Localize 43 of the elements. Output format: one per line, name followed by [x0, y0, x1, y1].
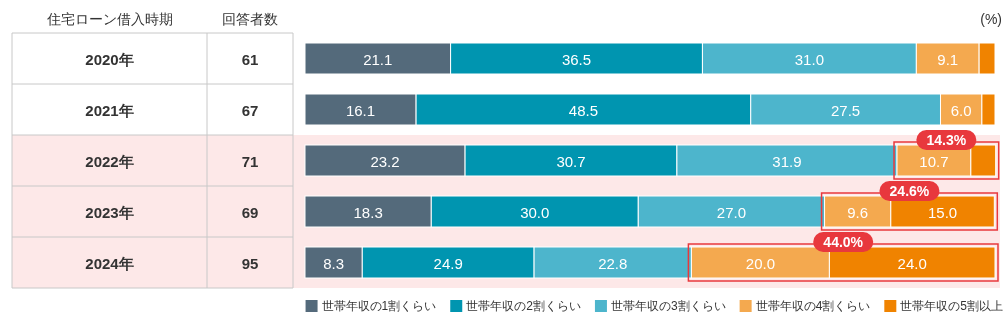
legend-label: 世帯年収の4割くらい [755, 299, 871, 313]
data-label: 9.6 [847, 203, 869, 221]
data-label: 23.2 [370, 152, 400, 170]
data-label: 27.0 [716, 203, 747, 221]
legend-label: 世帯年収の5割以上 [900, 299, 1003, 313]
data-label: 21.1 [363, 50, 393, 68]
text: 71 [241, 152, 259, 170]
text: 住宅ローン借入時期 [45, 11, 173, 27]
text: 回答者数 [222, 11, 278, 27]
data-label: 16.1 [345, 101, 376, 119]
text: 61 [241, 50, 259, 68]
legend-label: 世帯年収の2割くらい [466, 299, 581, 313]
y-tick-label: 2023年 [85, 203, 134, 221]
data-label: 20.0 [745, 254, 775, 272]
annotation: 14.3% [926, 132, 967, 148]
data-label: 18.3 [353, 203, 383, 221]
data-label: 31.0 [794, 50, 824, 68]
data-label: 30.7 [556, 152, 586, 170]
data-label: 22.8 [598, 254, 628, 272]
data-label: 48.5 [568, 101, 599, 119]
data-label: 10.7 [919, 152, 949, 170]
data-label: 6.0 [950, 101, 972, 119]
data-label: 15.0 [927, 203, 958, 221]
data-label: 24.9 [433, 254, 463, 272]
data-label: 31.9 [772, 152, 802, 170]
text: 67 [241, 101, 259, 119]
data-label: 27.5 [831, 101, 861, 119]
y-tick-label: 2022年 [85, 152, 134, 170]
text: 69 [241, 203, 259, 221]
annotation: 24.6% [889, 183, 930, 199]
data-label: 8.3 [323, 254, 345, 272]
y-tick-label: 2024年 [85, 254, 134, 272]
annotation: 44.0% [823, 234, 864, 250]
y-tick-label: 2020年 [85, 50, 134, 68]
text: (%) [980, 11, 1002, 27]
data-label: 9.1 [937, 50, 959, 68]
data-label: 36.5 [561, 50, 592, 68]
legend-label: 世帯年収の1割くらい [321, 299, 437, 313]
y-tick-label: 2021年 [85, 101, 134, 119]
legend-label: 世帯年収の3割くらい [610, 299, 726, 313]
data-label: 30.0 [520, 203, 550, 221]
text: 95 [241, 254, 259, 272]
data-label: 24.0 [897, 254, 927, 272]
